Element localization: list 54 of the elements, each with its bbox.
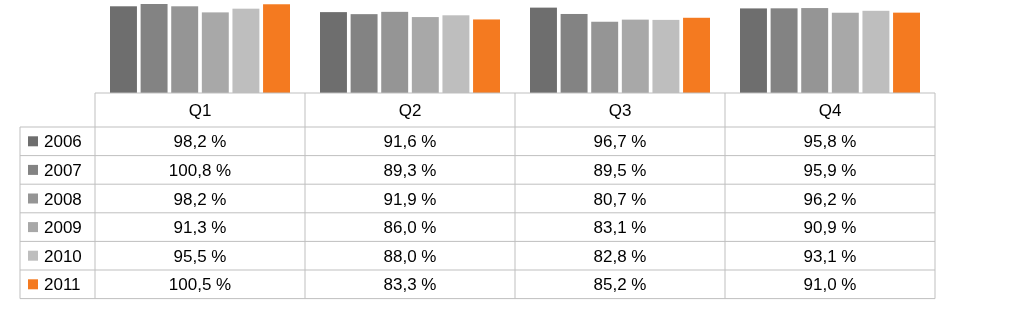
- bar: [110, 6, 137, 93]
- data-label: 98,2 %: [173, 189, 227, 209]
- bar: [263, 4, 290, 93]
- bar: [473, 19, 500, 93]
- bar: [893, 12, 920, 93]
- data-label: 89,3 %: [383, 160, 437, 180]
- data-label: 95,8 %: [803, 132, 857, 152]
- data-label: 91,6 %: [383, 132, 437, 152]
- bar: [621, 19, 649, 93]
- data-label: 80,7 %: [593, 189, 647, 209]
- bar: [320, 12, 347, 93]
- legend-label: 2006: [44, 132, 82, 152]
- bar: [171, 6, 199, 93]
- x-tick-label: Q3: [608, 101, 632, 120]
- bar: [350, 14, 378, 93]
- data-label: 91,3 %: [173, 218, 227, 238]
- data-label: 82,8 %: [593, 246, 647, 266]
- legend-label: 2011: [44, 275, 81, 295]
- data-label: 100,5 %: [168, 275, 232, 295]
- legend-label: 2007: [44, 160, 82, 180]
- x-tick-label: Q2: [398, 101, 422, 120]
- bar: [683, 17, 710, 93]
- bar: [201, 12, 229, 93]
- data-label: 100,8 %: [168, 160, 232, 180]
- data-label: 86,0 %: [383, 218, 437, 238]
- data-label: 96,2 %: [803, 189, 857, 209]
- data-label: 90,9 %: [803, 218, 857, 238]
- data-label: 98,2 %: [173, 132, 227, 152]
- bar: [560, 13, 588, 93]
- bar: [831, 12, 859, 93]
- data-label: 91,0 %: [803, 275, 857, 295]
- data-label: 93,1 %: [803, 246, 857, 266]
- bar: [530, 7, 557, 93]
- bar: [740, 8, 767, 93]
- bar: [411, 17, 439, 93]
- data-label: 85,2 %: [593, 275, 647, 295]
- bar: [801, 8, 829, 93]
- data-label: 95,5 %: [173, 246, 227, 266]
- bar: [381, 11, 409, 93]
- data-label: 96,7 %: [593, 132, 647, 152]
- data-label: 83,1 %: [593, 218, 647, 238]
- legend-label: 2008: [44, 189, 82, 209]
- data-label: 83,3 %: [383, 275, 437, 295]
- bar: [591, 21, 619, 93]
- bar: [770, 8, 798, 93]
- bar: [140, 4, 168, 93]
- data-label: 89,5 %: [593, 160, 647, 180]
- data-label: 88,0 %: [383, 246, 437, 266]
- x-tick-label: Q1: [188, 101, 212, 120]
- x-tick-label: Q4: [818, 101, 842, 120]
- legend-label: 2010: [44, 246, 82, 266]
- data-label: 95,9 %: [803, 160, 857, 180]
- data-label: 91,9 %: [383, 189, 437, 209]
- legend-label: 2009: [44, 218, 82, 238]
